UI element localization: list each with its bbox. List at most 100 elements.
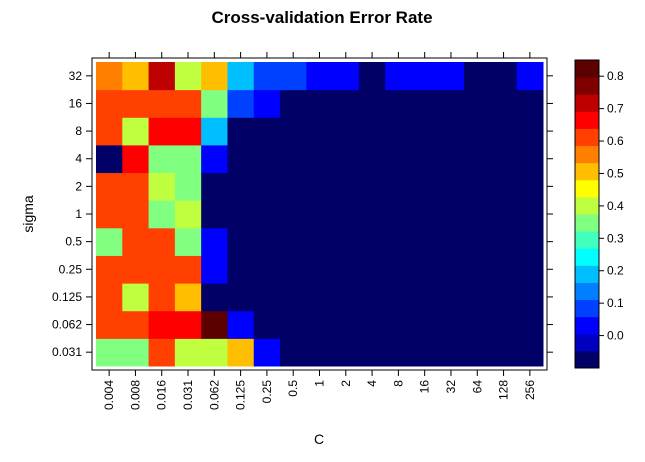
heatmap-cell xyxy=(437,283,465,312)
heatmap-cell xyxy=(122,89,150,118)
heatmap-cell xyxy=(464,172,491,201)
heatmap-cell xyxy=(253,62,281,91)
colorbar-tick-label: 0.2 xyxy=(607,264,624,278)
heatmap-cell xyxy=(253,89,281,118)
heatmap-cell xyxy=(358,338,386,367)
heatmap-cell xyxy=(253,200,281,229)
colorbar xyxy=(575,60,599,369)
heatmap-cell xyxy=(148,227,176,256)
heatmap-cell xyxy=(122,338,150,367)
heatmap-cell xyxy=(437,172,465,201)
heatmap-cell xyxy=(280,200,307,229)
heatmap-cell xyxy=(358,227,386,256)
colorbar-swatch xyxy=(575,77,599,95)
x-tick-labels: 0.004 0.008 0.016 0.031 0.062 0.125 0.25 0.5 1 2 4… xyxy=(102,380,537,410)
heatmap-cell xyxy=(201,117,228,146)
heatmap-cell xyxy=(122,227,150,256)
heatmap-cell xyxy=(358,144,386,174)
heatmap-cell xyxy=(332,310,360,339)
chart-title: Cross-validation Error Rate xyxy=(211,8,432,27)
colorbar-swatch xyxy=(575,282,599,301)
heatmap-cell xyxy=(332,144,360,174)
colorbar-swatch xyxy=(575,128,599,147)
heatmap-cell xyxy=(306,117,334,146)
heatmap-cell xyxy=(411,172,439,201)
heatmap-cell xyxy=(227,89,255,118)
heatmap-cell xyxy=(385,144,413,174)
x-tick-label: 32 xyxy=(444,380,458,394)
heatmap-cell xyxy=(411,200,439,229)
heatmap-cell xyxy=(490,227,518,256)
heatmap-cell xyxy=(201,144,228,174)
heatmap-cell xyxy=(411,283,439,312)
heatmap-cell xyxy=(280,227,307,256)
heatmap-cell xyxy=(306,310,334,339)
heatmap-cell xyxy=(148,200,176,229)
heatmap-cell xyxy=(148,117,176,146)
heatmap-cell xyxy=(122,200,150,229)
x-tick-label: 0.25 xyxy=(260,380,274,404)
heatmap-cell xyxy=(96,144,123,174)
heatmap-cell xyxy=(122,117,150,146)
heatmap-cell xyxy=(437,62,465,91)
y-tick-label: 8 xyxy=(75,124,82,138)
x-tick-label: 1 xyxy=(313,380,327,387)
heatmap-cell xyxy=(516,144,544,174)
heatmap-cell xyxy=(174,338,202,367)
heatmap-cell xyxy=(490,338,518,367)
heatmap-cell xyxy=(253,144,281,174)
heatmap-cell xyxy=(306,283,334,312)
heatmap-cell xyxy=(227,283,255,312)
heatmap-cell xyxy=(437,117,465,146)
heatmap-cell xyxy=(358,62,386,91)
heatmap-cell xyxy=(385,172,413,201)
heatmap-cell xyxy=(464,338,491,367)
x-tick-label: 0.062 xyxy=(207,380,221,410)
heatmap-cell xyxy=(437,89,465,118)
colorbar-tick-label: 0.4 xyxy=(607,199,624,213)
heatmap-cell xyxy=(516,62,544,91)
heatmap-cell xyxy=(174,200,202,229)
heatmap-cell xyxy=(201,283,228,312)
x-tick-label: 0.016 xyxy=(155,380,169,410)
heatmap-cell xyxy=(358,172,386,201)
colorbar-swatch xyxy=(575,231,599,249)
heatmap-cell xyxy=(201,255,228,284)
heatmap-cell xyxy=(306,255,334,284)
colorbar-swatch xyxy=(575,179,599,198)
heatmap-cell xyxy=(411,255,439,284)
heatmap-cell xyxy=(148,255,176,284)
heatmap-cell xyxy=(437,310,465,339)
y-tick-label: 1 xyxy=(75,207,82,221)
heatmap-cell xyxy=(516,283,544,312)
colorbar-swatch xyxy=(575,145,599,164)
heatmap-cell xyxy=(96,200,123,229)
heatmap-cell xyxy=(253,227,281,256)
heatmap-cell xyxy=(332,283,360,312)
heatmap-cell xyxy=(411,338,439,367)
heatmap-cell xyxy=(332,255,360,284)
heatmap-cell xyxy=(253,310,281,339)
colorbar-swatch xyxy=(575,60,599,78)
heatmap-cell xyxy=(227,200,255,229)
heatmap-cell xyxy=(358,117,386,146)
heatmap-cell xyxy=(201,62,228,91)
heatmap-cell xyxy=(490,62,518,91)
heatmap-cell xyxy=(516,255,544,284)
heatmap-cell xyxy=(411,117,439,146)
colorbar-swatch xyxy=(575,196,599,215)
heatmap-cell xyxy=(96,117,123,146)
y-tick-label: 0.5 xyxy=(65,235,82,249)
heatmap-cell xyxy=(385,283,413,312)
heatmap-cell xyxy=(174,255,202,284)
heatmap-cell xyxy=(122,283,150,312)
heatmap-cell xyxy=(385,62,413,91)
heatmap-cell xyxy=(490,200,518,229)
heatmap-cell xyxy=(96,227,123,256)
heatmap-cell xyxy=(411,227,439,256)
colorbar-swatch xyxy=(575,316,599,335)
heatmap-cell xyxy=(122,172,150,201)
heatmap-cell xyxy=(490,255,518,284)
heatmap-cell xyxy=(516,338,544,367)
